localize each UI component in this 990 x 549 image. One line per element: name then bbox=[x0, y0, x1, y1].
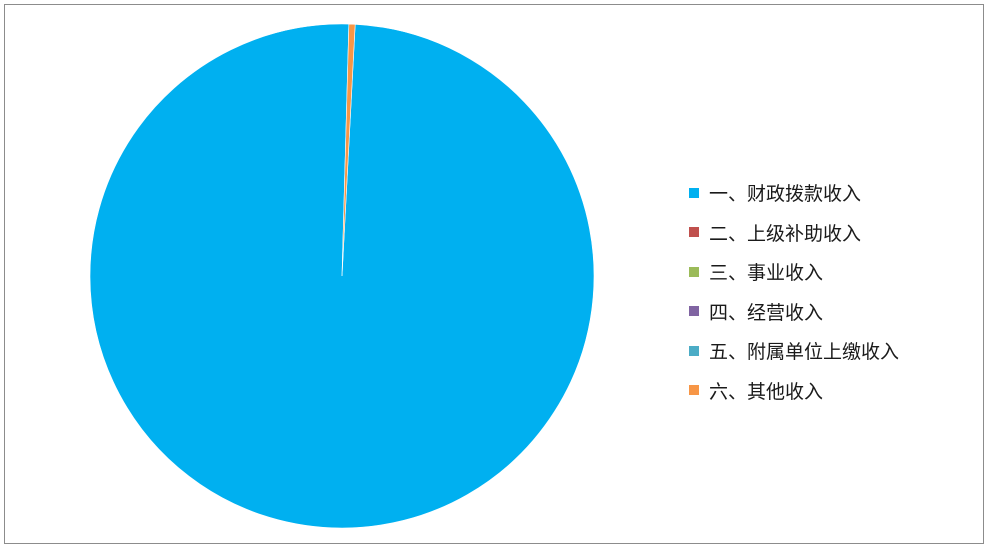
legend-item-5: 五、附属单位上缴收入 bbox=[689, 331, 899, 371]
legend-item-1: 一、财政拨款收入 bbox=[689, 173, 899, 213]
legend-item-2: 二、上级补助收入 bbox=[689, 213, 899, 253]
pie-slice-1 bbox=[89, 23, 595, 529]
legend-swatch-4 bbox=[689, 306, 699, 317]
legend-label-3: 三、事业收入 bbox=[709, 262, 824, 285]
chart-frame: 一、财政拨款收入 二、上级补助收入 三、事业收入 四、经营收入五、附属单位上缴收入 六、… bbox=[4, 4, 984, 544]
legend-swatch-5 bbox=[689, 345, 699, 356]
pie-chart bbox=[89, 23, 595, 529]
legend-swatch-1 bbox=[689, 187, 699, 198]
legend-swatch-2 bbox=[689, 227, 699, 238]
legend-item-4: 四、经营收入 bbox=[689, 292, 899, 332]
legend-swatch-3 bbox=[689, 266, 699, 277]
legend-label-2: 二、上级补助收入 bbox=[709, 222, 862, 245]
legend-label-6: 六、其他收入 bbox=[709, 380, 824, 403]
legend: 一、财政拨款收入 二、上级补助收入 三、事业收入 四、经营收入五、附属单位上缴收入 六、… bbox=[689, 173, 899, 410]
legend-label-1: 一、财政拨款收入 bbox=[709, 183, 862, 206]
legend-item-3: 三、事业收入 bbox=[689, 252, 899, 292]
legend-label-4: 四、经营收入 bbox=[709, 301, 824, 324]
legend-swatch-6 bbox=[689, 385, 699, 396]
legend-label-5: 五、附属单位上缴收入 bbox=[709, 341, 900, 364]
legend-item-6: 六、其他收入 bbox=[689, 371, 899, 411]
pie-slice-6 bbox=[341, 23, 356, 277]
